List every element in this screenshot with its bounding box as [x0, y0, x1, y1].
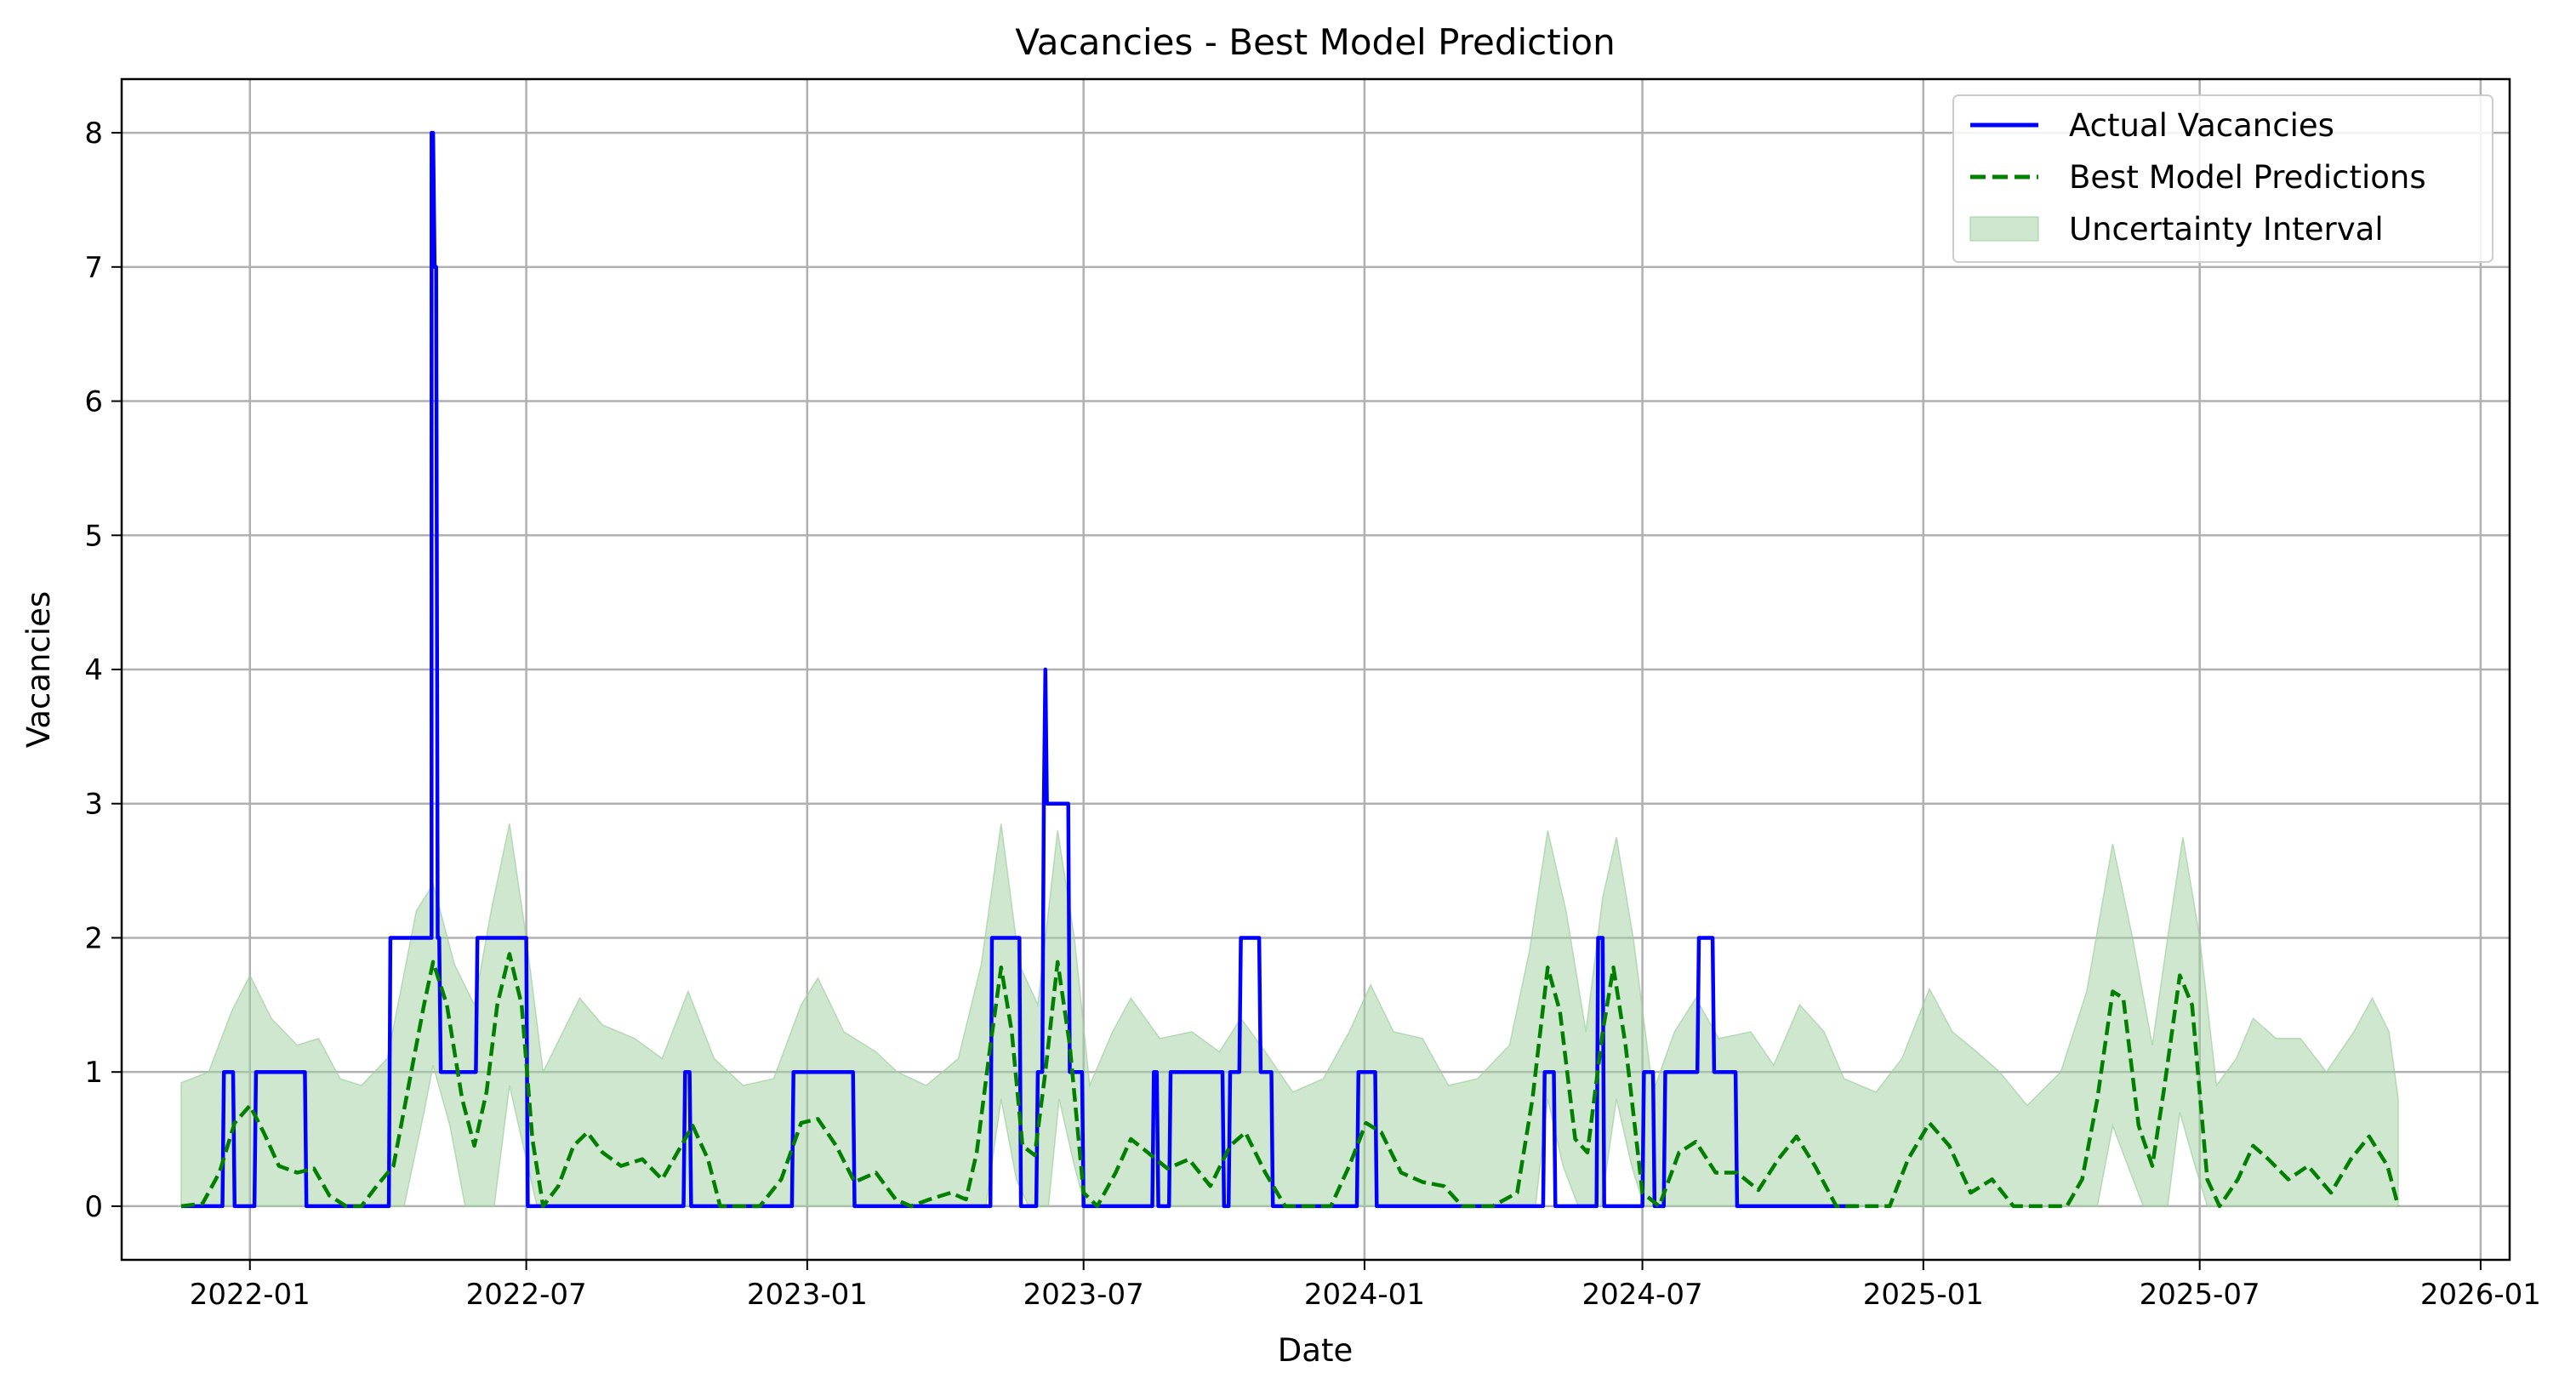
- x-tick-label: 2025-07: [2140, 1278, 2260, 1312]
- predictions-line: [180, 952, 2401, 1209]
- actual-vacancies-line: [181, 130, 1856, 1209]
- x-tick-label: 2022-01: [190, 1278, 311, 1312]
- x-axis-ticks: 2022-01 2022-07 2023-01 2023-07 2024-01 2024-…: [190, 1260, 2541, 1312]
- x-tick-label: 2025-01: [1863, 1278, 1984, 1312]
- chart-title: Vacancies - Best Model Prediction: [1015, 21, 1615, 63]
- y-tick-label: 7: [84, 251, 103, 285]
- x-tick-label: 2023-01: [747, 1278, 868, 1312]
- y-axis-ticks: 0 1 2 3 4 5 6 7 8: [84, 117, 122, 1224]
- y-tick-label: 3: [84, 788, 103, 822]
- legend: Actual Vacancies Best Model Predictions …: [1952, 94, 2493, 263]
- y-tick-label: 8: [84, 117, 103, 151]
- x-tick-label: 2022-07: [466, 1278, 587, 1312]
- y-tick-label: 0: [84, 1190, 103, 1224]
- y-tick-label: 1: [84, 1056, 103, 1090]
- x-tick-label: 2024-01: [1304, 1278, 1425, 1312]
- y-tick-label: 5: [84, 519, 103, 553]
- legend-swatch-interval: [1969, 216, 2039, 242]
- legend-box: [1952, 94, 2493, 263]
- x-axis-label: Date: [1278, 1332, 1353, 1369]
- y-tick-label: 6: [84, 385, 103, 419]
- legend-label-interval: Uncertainty Interval: [2069, 211, 2384, 248]
- x-tick-label: 2023-07: [1023, 1278, 1144, 1312]
- y-axis-label: Vacancies: [20, 591, 57, 748]
- legend-label-actual: Actual Vacancies: [2069, 107, 2334, 144]
- x-tick-label: 2026-01: [2420, 1278, 2541, 1312]
- y-tick-label: 4: [84, 653, 103, 687]
- x-tick-label: 2024-07: [1582, 1278, 1703, 1312]
- y-tick-label: 2: [84, 921, 103, 955]
- legend-label-predictions: Best Model Predictions: [2069, 159, 2426, 196]
- series-lines-layer: [180, 130, 2401, 1209]
